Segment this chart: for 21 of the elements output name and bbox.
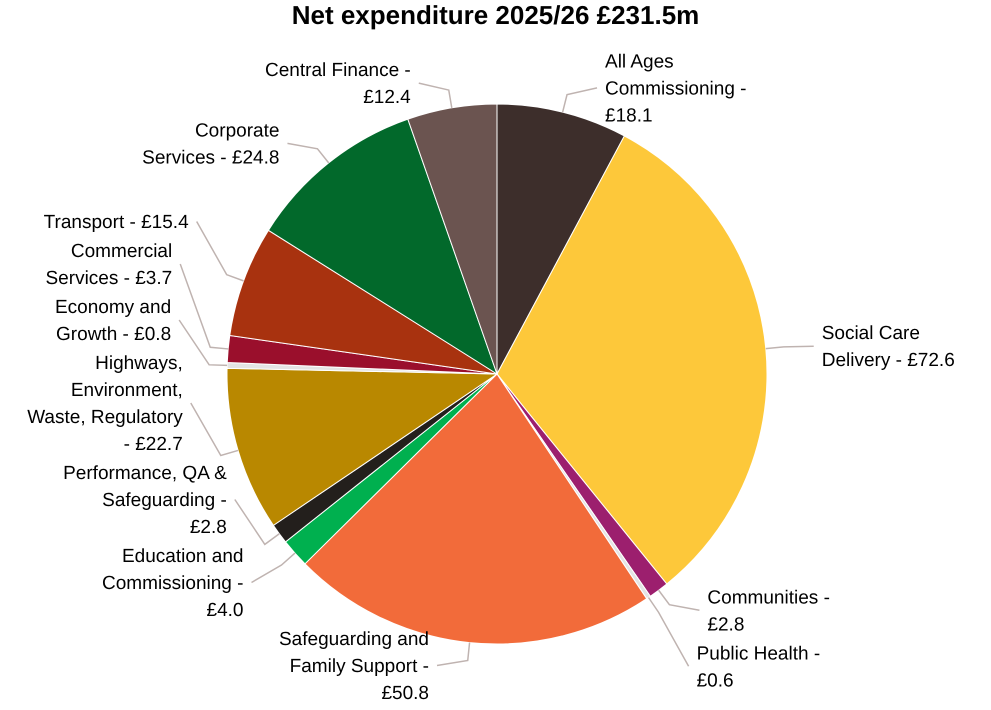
data-label: £18.1 [605,105,653,126]
slice-label: Performance, QA & Safeguarding - [63,463,228,511]
slice-label: Communities - [707,587,830,608]
slice-label: Highways, Environment, Waste, Regulatory - £22.7 [27,353,184,455]
slice-label: Transport - £15.4 [44,212,190,233]
slice-label: Commercial Services - £3.7 [46,241,172,289]
slice-label: Central Finance - [265,60,411,82]
slice-label: Social Care Delivery - £72.6 [822,323,955,372]
data-label: £50.8 [381,683,429,704]
data-label: £2.8 [190,517,227,538]
slice-label: Safeguarding and Family Support - [278,629,429,677]
data-label: £2.8 [707,614,744,636]
data-label: £12.4 [363,87,412,108]
slice-label: Education and Commissioning - [102,546,244,594]
slice-label: All Ages Commissioning - [605,51,747,100]
slice-label: Public Health - [696,643,820,664]
data-label: £4.0 [206,600,244,621]
data-label: £0.6 [696,670,734,692]
slice-label: Corporate Services - £24.8 [142,120,280,168]
chart-title: Net expenditure 2025/26 £231.5m [292,0,700,30]
slice-label: Economy and Growth - £0.8 [54,297,172,345]
